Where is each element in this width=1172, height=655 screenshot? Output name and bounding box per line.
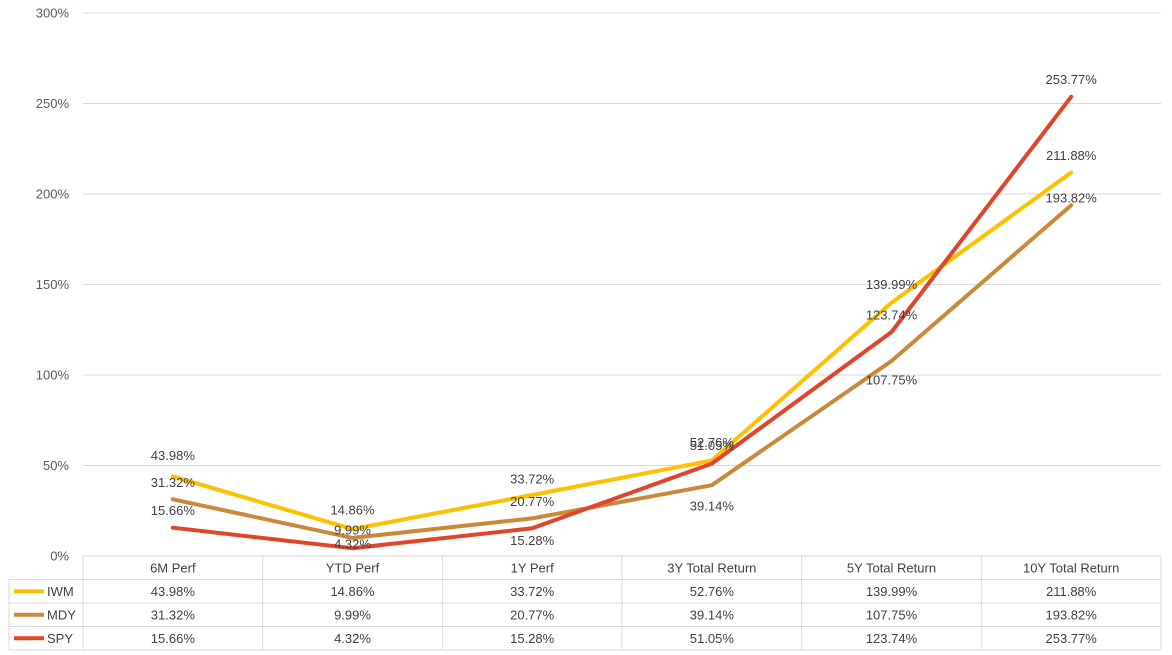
- y-tick-label: 50%: [43, 458, 69, 473]
- category-label-1y-perf: 1Y Perf: [511, 560, 555, 575]
- data-label-spy: 51.05%: [690, 438, 735, 453]
- data-label-iwm: 43.98%: [151, 448, 196, 463]
- table-cell-mdy: 20.77%: [510, 607, 555, 622]
- table-cell-iwm: 211.88%: [1046, 584, 1097, 599]
- category-label-5y-total-return: 5Y Total Return: [847, 560, 936, 575]
- data-label-iwm: 211.88%: [1046, 148, 1097, 163]
- y-tick-label: 300%: [36, 6, 70, 21]
- table-cell-iwm: 139.99%: [866, 584, 918, 599]
- y-tick-label: 0%: [50, 549, 69, 564]
- data-labels: 43.98% 14.86% 33.72% 52.76% 139.99% 211.88% 31…: [151, 72, 1097, 552]
- legend-label-mdy: MDY: [47, 607, 76, 622]
- table-cell-spy: 15.28%: [510, 631, 555, 646]
- category-label-6m-perf: 6M Perf: [150, 560, 196, 575]
- data-label-iwm: 139.99%: [866, 277, 918, 292]
- data-label-spy: 4.32%: [334, 537, 371, 552]
- table-cell-spy: 51.05%: [690, 631, 735, 646]
- data-table: 6M Perf YTD Perf 1Y Perf 3Y Total Return 5Y …: [8, 555, 1162, 651]
- data-label-mdy: 193.82%: [1046, 191, 1098, 206]
- legend-label-spy: SPY: [47, 631, 73, 646]
- data-label-mdy: 20.77%: [510, 494, 555, 509]
- data-label-iwm: 52.76%: [690, 435, 735, 450]
- table-cell-spy: 253.77%: [1046, 631, 1098, 646]
- data-label-mdy: 107.75%: [866, 372, 918, 387]
- table-cell-iwm: 14.86%: [330, 584, 375, 599]
- data-label-spy: 15.66%: [151, 503, 196, 518]
- data-label-spy: 123.74%: [866, 308, 918, 323]
- data-label-iwm: 33.72%: [510, 471, 555, 486]
- series-line-iwm: [170, 170, 1074, 532]
- table-cell-mdy: 107.75%: [866, 607, 918, 622]
- category-label-3y-total-return: 3Y Total Return: [667, 560, 756, 575]
- table-cell-mdy: 193.82%: [1046, 607, 1098, 622]
- table-cell-mdy: 31.32%: [151, 607, 196, 622]
- table-cell-spy: 15.66%: [151, 631, 196, 646]
- category-label-10y-total-return: 10Y Total Return: [1023, 560, 1119, 575]
- y-tick-label: 150%: [36, 277, 70, 292]
- table-cell-iwm: 33.72%: [510, 584, 555, 599]
- series-line-mdy: [170, 203, 1074, 540]
- y-tick-label: 250%: [36, 96, 70, 111]
- category-label-ytd-perf: YTD Perf: [326, 560, 380, 575]
- data-label-spy: 253.77%: [1046, 72, 1098, 87]
- legend-label-iwm: IWM: [47, 584, 74, 599]
- data-label-iwm: 14.86%: [330, 503, 375, 518]
- y-tick-label: 200%: [36, 187, 70, 202]
- table-cell-iwm: 52.76%: [690, 584, 735, 599]
- gridlines: [83, 12, 1161, 466]
- data-label-mdy: 9.99%: [334, 522, 371, 537]
- table-cell-mdy: 39.14%: [690, 607, 735, 622]
- y-axis-ticks: 0% 50% 100% 150% 200% 250% 300%: [36, 6, 70, 564]
- data-label-spy: 15.28%: [510, 533, 555, 548]
- table-cell-spy: 4.32%: [334, 631, 371, 646]
- series-lines: [170, 94, 1074, 551]
- table-cell-iwm: 43.98%: [151, 584, 196, 599]
- data-label-mdy: 31.32%: [151, 475, 196, 490]
- table-cell-spy: 123.74%: [866, 631, 918, 646]
- table-cell-mdy: 9.99%: [334, 607, 371, 622]
- series-line-spy: [170, 94, 1074, 551]
- y-tick-label: 100%: [36, 368, 70, 383]
- data-label-mdy: 39.14%: [690, 499, 735, 514]
